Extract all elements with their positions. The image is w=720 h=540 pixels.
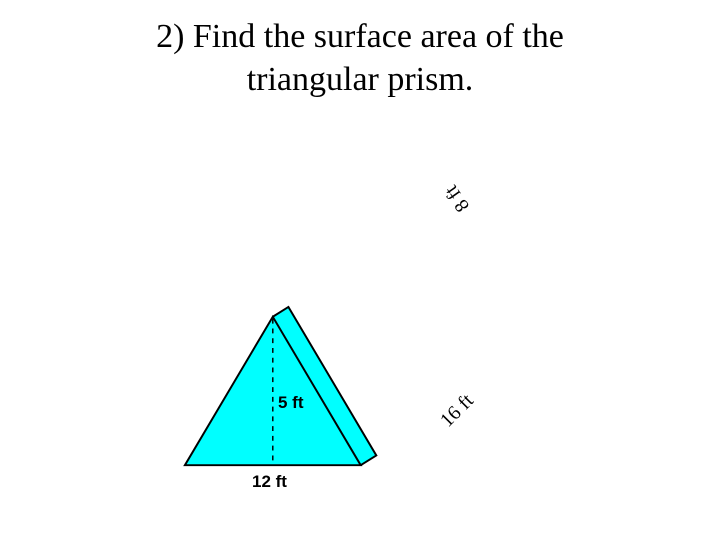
label-8ft-text: 8 ft <box>440 181 474 216</box>
label-5ft: 5 ft <box>278 393 304 413</box>
problem-title: 2) Find the surface area of the triangul… <box>0 16 720 101</box>
prism-svg <box>180 300 390 480</box>
label-12ft-text: 12 ft <box>252 472 287 491</box>
prism-diagram <box>180 300 380 480</box>
label-16ft: 16 ft <box>436 390 479 433</box>
label-5ft-text: 5 ft <box>278 393 304 412</box>
title-line-1: 2) Find the surface area of the <box>156 18 564 55</box>
label-8ft: 8 ft <box>440 181 474 216</box>
title-line-2: triangular prism. <box>247 61 474 98</box>
label-12ft: 12 ft <box>252 472 287 492</box>
label-16ft-text: 16 ft <box>436 390 478 432</box>
